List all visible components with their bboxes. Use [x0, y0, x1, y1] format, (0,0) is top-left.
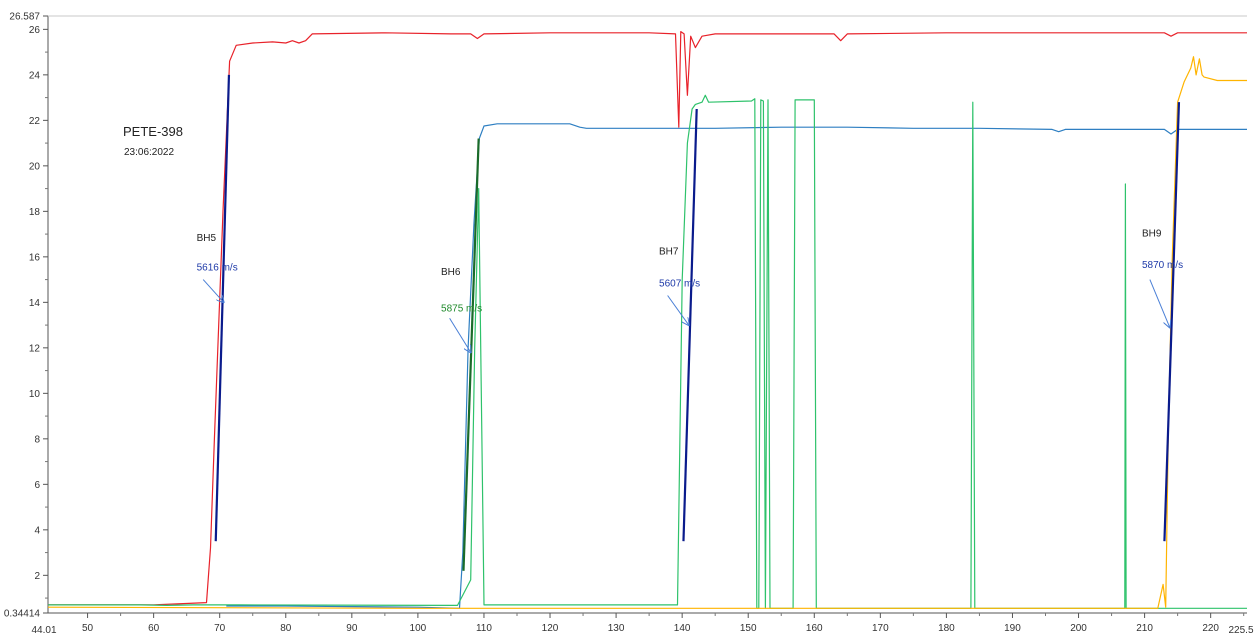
annotation-speed: 5870 m/s	[1142, 260, 1183, 271]
x-tick-label: 210	[1136, 623, 1153, 634]
annotation-speed: 5875 m/s	[441, 303, 482, 314]
chart-title: PETE-398	[123, 124, 183, 139]
fit-line-2	[462, 138, 480, 571]
fit-lines-layer	[214, 74, 1181, 571]
y-tick-label: 4	[34, 525, 40, 536]
series-layer	[47, 31, 1247, 609]
annotation-arrow	[1149, 279, 1170, 328]
y-tick-label: 26	[29, 25, 41, 36]
x-tick-label: 50	[82, 623, 94, 634]
series-line-4	[47, 56, 1247, 609]
y-tick-label: 22	[29, 116, 41, 127]
x-tick-label: 160	[806, 623, 823, 634]
y-tick-label: 26.587	[9, 12, 40, 23]
fit-line-4	[1163, 102, 1181, 542]
annotation-label: BH9	[1142, 228, 1162, 239]
x-tick-label: 100	[410, 623, 427, 634]
annotation-label: BH7	[659, 247, 679, 258]
x-tick-label: 220	[1202, 623, 1219, 634]
x-tick-label: 200	[1070, 623, 1087, 634]
x-tick-label: 120	[542, 623, 559, 634]
series-line-2	[226, 123, 1247, 609]
annotation-speed: 5607 m/s	[659, 278, 700, 289]
x-tick-label: 90	[346, 623, 358, 634]
annotation-speed: 5616 m/s	[197, 262, 238, 273]
x-tick-label: 44.01	[31, 625, 56, 636]
y-tick-label: 14	[29, 298, 41, 309]
series-line-1	[48, 31, 1247, 606]
y-tick-label: 12	[29, 343, 41, 354]
fit-line-1	[214, 74, 231, 542]
annotation-arrow	[667, 295, 689, 326]
y-tick-label: 2	[34, 571, 40, 582]
x-tick-label: 70	[214, 623, 226, 634]
x-tick-label: 180	[938, 623, 955, 634]
chart-subtitle: 23:06:2022	[124, 147, 174, 158]
y-tick-label: 0.34414	[4, 609, 41, 620]
x-tick-label: 190	[1004, 623, 1021, 634]
y-tick-label: 18	[29, 207, 41, 218]
x-tick-label: 140	[674, 623, 691, 634]
x-tick-label: 170	[872, 623, 889, 634]
y-tick-label: 16	[29, 252, 41, 263]
annotation-label: BH5	[197, 233, 217, 244]
x-tick-label: 130	[608, 623, 625, 634]
y-tick-label: 8	[34, 434, 40, 445]
x-tick-label: 80	[280, 623, 292, 634]
y-tick-label: 24	[29, 70, 41, 81]
y-tick-label: 10	[29, 389, 41, 400]
annotation-arrow	[449, 318, 471, 352]
annotations-layer: BH5 5616 m/s BH6 5875 m/s BH7 5607 m/s BH9 5870…	[197, 228, 1183, 352]
annotation-label: BH6	[441, 267, 461, 278]
x-tick-label: 225.5	[1228, 625, 1253, 636]
series-line-3	[48, 94, 1247, 609]
x-tick-label: 110	[476, 623, 492, 634]
x-tick-label: 60	[148, 623, 160, 634]
y-tick-label: 6	[34, 480, 40, 491]
x-tick-label: 150	[740, 623, 757, 634]
y-tick-label: 20	[29, 161, 41, 172]
fit-line-3	[682, 108, 698, 542]
annotation-arrow	[202, 279, 223, 303]
